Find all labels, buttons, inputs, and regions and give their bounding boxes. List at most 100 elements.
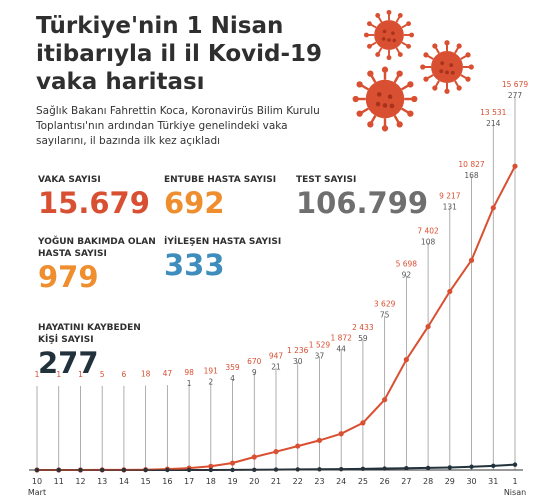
x-tick-label: 29 — [445, 477, 455, 486]
virus-spike-tip — [366, 21, 372, 27]
x-tick-label: 18 — [206, 477, 216, 486]
virus-spike-tip — [397, 12, 403, 18]
death-data-label: 4 — [230, 374, 235, 383]
virus-spike-tip — [367, 70, 374, 77]
virus-body — [365, 79, 405, 119]
stat-olum-label: HAYATINI KAYBEDEN KİŞİ SAYISI — [38, 323, 141, 345]
virus-spike-tip — [406, 21, 412, 27]
case-point — [338, 431, 344, 437]
month-label-start: Mart — [28, 488, 46, 497]
death-data-label: 108 — [421, 238, 436, 247]
gridlines — [36, 96, 516, 470]
death-data-label: 30 — [293, 357, 303, 366]
virus-spike-tip — [406, 43, 412, 49]
x-tick-label: 12 — [75, 477, 85, 486]
x-tick-label: 19 — [227, 477, 237, 486]
virus-spot — [449, 63, 454, 67]
case-data-label: 18 — [141, 370, 151, 379]
virus-spot — [439, 69, 444, 74]
virus-spot — [392, 38, 397, 43]
death-data-label: 59 — [358, 334, 368, 343]
case-data-label: 670 — [247, 357, 262, 366]
death-point — [295, 467, 300, 472]
case-data-label: 359 — [225, 363, 240, 372]
stat-entube-label: ENTUBE HASTA SAYISI — [164, 175, 277, 185]
virus-spike-tip — [386, 55, 392, 61]
virus-spot — [376, 92, 382, 97]
case-point — [316, 437, 323, 443]
stat-yogun: YOĞUN BAKIMDA OLAN HASTA SAYISI 979 — [38, 236, 158, 294]
case-data-label: 1 529 — [309, 340, 331, 349]
virus-spike-tip — [352, 95, 359, 103]
case-point — [468, 257, 475, 263]
virus-spike-tip — [356, 110, 363, 117]
virus-spot — [391, 31, 395, 35]
x-tick-label: 30 — [466, 477, 476, 486]
virus-spike-tip — [375, 52, 381, 58]
stat-iyilesen-value: 333 — [164, 248, 225, 282]
virus-spike-tip — [423, 76, 429, 82]
x-tick-label: 10 — [32, 477, 42, 486]
virus-spike-tip — [375, 12, 381, 18]
virus-spot — [375, 101, 381, 107]
stat-vaka-label: VAKA SAYISI — [38, 175, 101, 185]
virus-spot — [440, 61, 445, 66]
x-tick-label: 31 — [488, 477, 498, 486]
subtitle: Sağlık Bakanı Fahrettin Koca, Koronavirü… — [36, 105, 320, 147]
case-point — [273, 449, 279, 455]
x-tick-label: 13 — [97, 477, 107, 486]
stat-olum-value: 277 — [38, 346, 99, 380]
virus-spike-tip — [423, 52, 429, 58]
virus-body — [374, 20, 404, 50]
virus-spike-tip — [367, 121, 374, 128]
virus-spot — [445, 70, 449, 75]
case-data-label: 1 872 — [330, 334, 352, 343]
virus-spike-tip — [465, 76, 471, 82]
death-data-label: 168 — [464, 171, 479, 180]
virus-spike-tip — [397, 52, 403, 58]
death-point — [491, 463, 496, 469]
virus-body — [431, 51, 463, 83]
virus-spike-tip — [356, 81, 363, 88]
case-point — [295, 443, 301, 449]
virus-spike-tip — [381, 125, 389, 132]
death-data-label: 1 — [187, 379, 192, 388]
death-data-label: 277 — [508, 91, 523, 100]
x-tick-label: 22 — [293, 477, 303, 486]
virus-spike-tip — [411, 95, 418, 103]
death-point — [404, 466, 409, 471]
x-tick-label: 27 — [401, 477, 411, 486]
virus-spike-tip — [444, 88, 450, 94]
x-tick-label: 15 — [141, 477, 151, 486]
case-point — [251, 454, 257, 460]
case-data-label: 947 — [269, 352, 284, 361]
virus-spot — [382, 103, 388, 108]
virus-spike-tip — [456, 85, 462, 91]
case-data-label: 5 698 — [396, 260, 418, 269]
case-point — [382, 397, 388, 403]
virus-spike-tip — [366, 43, 372, 49]
x-tick-label: 16 — [162, 477, 172, 486]
case-data-label: 5 — [100, 370, 105, 379]
page-title: Türkiye'nin 1 Nisan itibarıyla il il Kov… — [36, 13, 323, 95]
death-data-label: 44 — [336, 345, 346, 354]
case-data-label: 10 827 — [458, 160, 484, 169]
x-tick-label: 14 — [119, 477, 129, 486]
virus-spike-tip — [444, 40, 450, 46]
death-point — [338, 466, 344, 472]
death-point — [512, 462, 518, 467]
case-data-label: 13 531 — [480, 108, 506, 117]
virus-spot — [381, 37, 386, 41]
virus-icon — [363, 9, 415, 61]
case-point — [208, 463, 214, 469]
x-tick-label: 17 — [184, 477, 194, 486]
case-data-label: 7 402 — [417, 227, 439, 236]
stat-test: TEST SAYISI 106.799 — [296, 174, 428, 220]
virus-spike-tip — [432, 85, 438, 91]
case-data-label: 1 236 — [287, 346, 309, 355]
death-point — [469, 464, 474, 469]
stat-test-label: TEST SAYISI — [296, 175, 357, 185]
death-data-label: 75 — [380, 311, 390, 320]
stat-yogun-label: YOĞUN BAKIMDA OLAN HASTA SAYISI — [38, 237, 156, 259]
death-point — [447, 465, 453, 470]
